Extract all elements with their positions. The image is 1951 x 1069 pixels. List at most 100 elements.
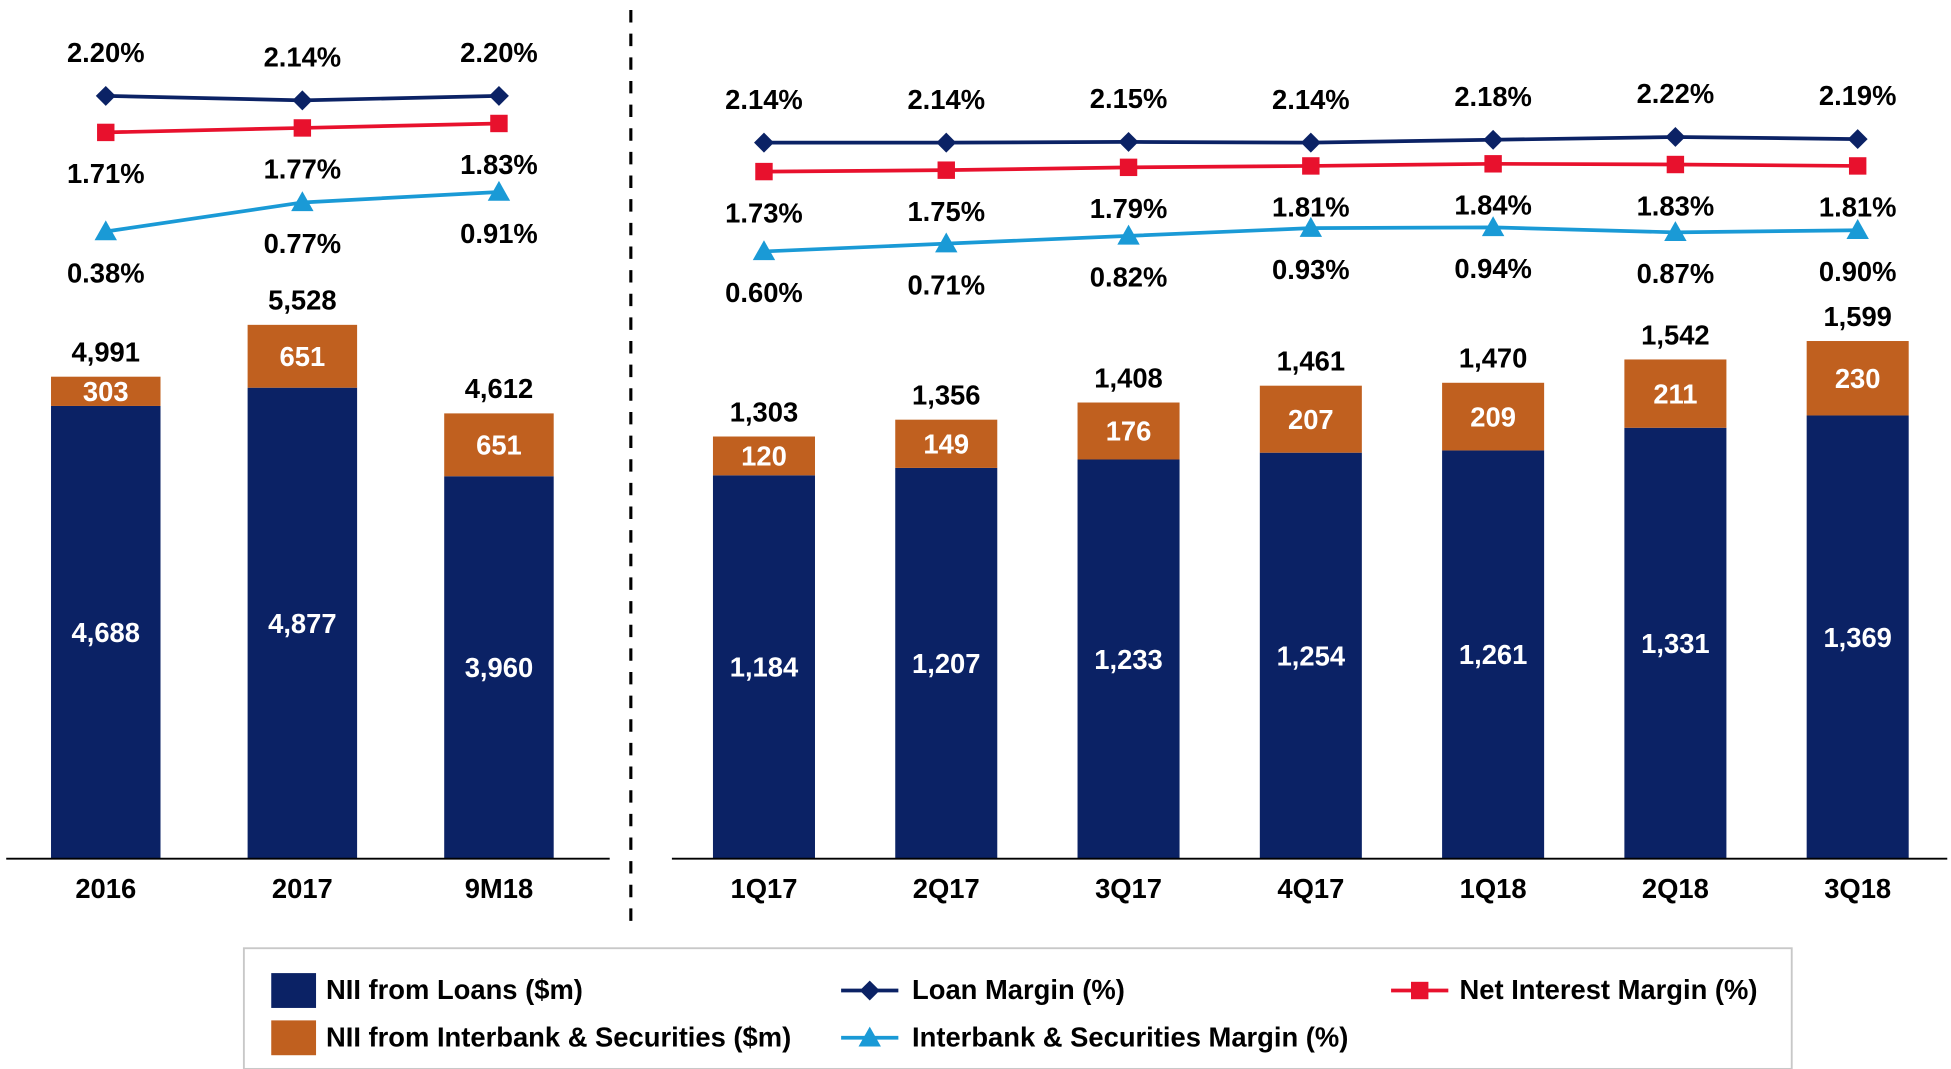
line-marker bbox=[490, 114, 508, 133]
bar-segment bbox=[1806, 415, 1909, 859]
bar-label: 4,877 bbox=[268, 608, 336, 639]
line-marker bbox=[488, 85, 509, 106]
legend-swatch bbox=[271, 1020, 317, 1056]
bar-label: 1,254 bbox=[1277, 640, 1346, 671]
line-label: 0.94% bbox=[1454, 253, 1532, 284]
x-tick-label: 3Q18 bbox=[1824, 873, 1891, 904]
bar-label: 211 bbox=[1653, 378, 1697, 409]
bar-label: 3,960 bbox=[465, 652, 533, 683]
x-tick-label: 2016 bbox=[75, 873, 136, 904]
bar-label: 1,369 bbox=[1823, 622, 1891, 653]
line-label: 2.14% bbox=[907, 84, 985, 115]
bar-label: 120 bbox=[741, 441, 787, 472]
x-tick-label: 4Q17 bbox=[1277, 873, 1344, 904]
line-label: 2.22% bbox=[1637, 78, 1715, 109]
bar-segment bbox=[1624, 359, 1727, 428]
line-marker bbox=[755, 162, 773, 181]
line-label: 2.14% bbox=[264, 42, 342, 73]
bar-segment bbox=[247, 387, 358, 859]
bar-label: 1,331 bbox=[1641, 628, 1709, 659]
line-marker bbox=[1484, 155, 1502, 173]
legend-marker bbox=[858, 1026, 881, 1047]
line-marker bbox=[1666, 155, 1685, 174]
line-label: 1.73% bbox=[725, 197, 803, 228]
line-label: 0.82% bbox=[1090, 262, 1168, 293]
line-label: 0.93% bbox=[1272, 254, 1350, 285]
line-label: 2.20% bbox=[460, 37, 538, 68]
total-label: 1,470 bbox=[1459, 343, 1527, 374]
line-marker bbox=[752, 240, 776, 261]
x-tick-label: 1Q17 bbox=[731, 873, 798, 904]
total-label: 1,303 bbox=[730, 397, 798, 428]
x-tick-label: 2Q18 bbox=[1642, 873, 1709, 904]
bar-segment bbox=[1442, 450, 1545, 859]
line-marker bbox=[1483, 129, 1504, 150]
bar-label: 1,184 bbox=[730, 652, 799, 683]
bar-label: 1,233 bbox=[1094, 644, 1162, 675]
line-marker bbox=[1848, 157, 1867, 175]
line-marker bbox=[95, 85, 116, 106]
line-label: 0.38% bbox=[67, 257, 145, 288]
total-label: 1,599 bbox=[1823, 301, 1891, 332]
total-label: 4,991 bbox=[72, 337, 140, 368]
line-label: 2.14% bbox=[725, 84, 803, 115]
line-label: 0.91% bbox=[460, 218, 538, 249]
bar-segment bbox=[444, 476, 554, 859]
bar-segment bbox=[1624, 427, 1727, 859]
bar-label: 651 bbox=[476, 430, 522, 461]
line-label: 1.83% bbox=[1637, 190, 1715, 221]
line-marker bbox=[1300, 132, 1321, 153]
line-label: 0.60% bbox=[725, 277, 803, 308]
x-tick-label: 2Q17 bbox=[913, 873, 980, 904]
line-marker bbox=[94, 220, 117, 241]
x-tick-label: 2017 bbox=[272, 873, 333, 904]
total-label: 1,356 bbox=[912, 380, 980, 411]
bar-label: 1,261 bbox=[1459, 639, 1527, 670]
bar-label: 303 bbox=[83, 376, 129, 407]
bar-segment bbox=[444, 413, 554, 477]
line-marker bbox=[1299, 216, 1323, 237]
line-marker bbox=[293, 119, 312, 137]
total-label: 4,612 bbox=[465, 373, 533, 404]
bar-label: 176 bbox=[1106, 416, 1152, 447]
bar-label: 149 bbox=[923, 429, 969, 460]
bar-segment bbox=[51, 376, 161, 406]
line-label: 1.71% bbox=[67, 158, 145, 189]
x-tick-label: 9M18 bbox=[465, 873, 533, 904]
x-tick-label: 1Q18 bbox=[1460, 873, 1527, 904]
bar-label: 651 bbox=[280, 341, 326, 372]
bar-segment bbox=[712, 436, 815, 476]
bar-segment bbox=[1259, 452, 1362, 859]
line-marker bbox=[1302, 157, 1320, 175]
line-marker bbox=[1664, 221, 1687, 242]
total-label: 1,461 bbox=[1277, 346, 1345, 377]
line-marker bbox=[1665, 127, 1686, 147]
line-marker bbox=[1119, 158, 1138, 177]
legend-label: Interbank & Securities Margin (%) bbox=[912, 1021, 1348, 1052]
line-label: 0.71% bbox=[907, 269, 985, 300]
bar-segment bbox=[895, 467, 998, 859]
bar-segment bbox=[1077, 402, 1180, 460]
bar-segment bbox=[895, 419, 998, 468]
line-label: 0.77% bbox=[264, 228, 342, 259]
bar-label: 209 bbox=[1470, 401, 1516, 432]
legend-label: Net Interest Margin (%) bbox=[1460, 974, 1758, 1005]
line-label: 2.15% bbox=[1090, 83, 1168, 114]
line-marker bbox=[936, 132, 957, 153]
bar-label: 4,688 bbox=[72, 617, 140, 648]
line-label: 2.20% bbox=[67, 37, 145, 68]
line-marker bbox=[935, 232, 958, 253]
line-marker bbox=[487, 180, 511, 201]
total-label: 5,528 bbox=[268, 285, 336, 316]
bar-segment bbox=[247, 324, 358, 388]
line-label: 1.77% bbox=[264, 154, 342, 185]
legend-marker bbox=[859, 980, 880, 1001]
line-label: 2.19% bbox=[1819, 80, 1897, 111]
line-label: 1.84% bbox=[1454, 190, 1532, 221]
x-tick-label: 3Q17 bbox=[1095, 873, 1162, 904]
line-marker bbox=[1481, 216, 1505, 237]
bar-segment bbox=[1442, 382, 1545, 451]
legend-marker bbox=[1410, 981, 1429, 1000]
